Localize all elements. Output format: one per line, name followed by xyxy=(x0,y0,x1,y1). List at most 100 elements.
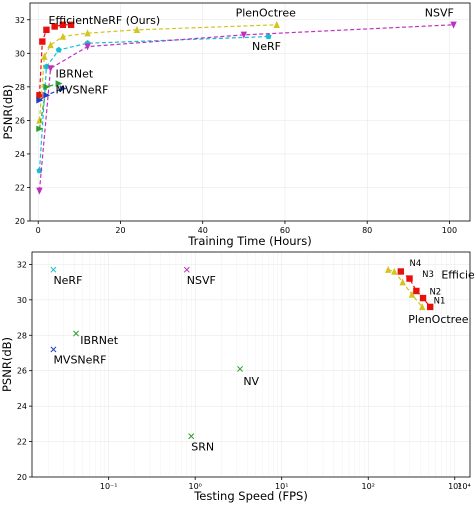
plenoctree-point xyxy=(399,278,406,286)
point-srn xyxy=(188,433,195,440)
label-ibrnet: IBRNet xyxy=(80,334,118,347)
label-plenoctree: PlenOctree xyxy=(408,313,468,326)
top-ticks: 20 22 24 26 28 30 32 0 20 40 60 80 100 xyxy=(15,16,457,235)
plenoctree-point xyxy=(273,21,280,28)
y-tick-label: 30 xyxy=(15,49,25,58)
plenoctree-point xyxy=(384,265,392,273)
label-n3: N3 xyxy=(422,270,434,280)
mvsnerf-point xyxy=(59,85,67,92)
top-series-mvsnerf xyxy=(36,85,67,104)
nsvf-point xyxy=(36,187,43,195)
y-tick-label: 26 xyxy=(17,367,27,376)
x-tick-label: 40 xyxy=(198,226,208,235)
x-tick-label: 20 xyxy=(115,226,125,235)
label-nsvf: NSVF xyxy=(187,274,216,287)
x-tick-label: 10³ xyxy=(448,482,461,491)
efficientnerf-ours-point xyxy=(36,92,43,99)
plenoctree-point xyxy=(391,267,398,275)
nerf-point xyxy=(43,63,50,70)
y-tick-label: 28 xyxy=(17,331,27,340)
efficientnerf-ours-point xyxy=(59,21,67,28)
y-tick-label: 24 xyxy=(15,150,25,159)
point-ibrnet xyxy=(73,330,80,337)
y-tick-label: 22 xyxy=(15,183,25,192)
plenoctree-point xyxy=(47,41,54,49)
label-plenoctree: PlenOctree xyxy=(236,6,296,19)
y-tick-label: 20 xyxy=(15,217,25,226)
y-tick-label: 32 xyxy=(17,260,27,269)
nsvf-point xyxy=(84,43,91,51)
x-tick-label: 10² xyxy=(362,482,375,491)
y-tick-label: 24 xyxy=(17,402,27,411)
plenoctree-point xyxy=(418,303,426,311)
ibrnet-point xyxy=(36,125,44,132)
x-tick-label: 10¹ xyxy=(275,482,288,491)
label-efficientnerf-ours: EfficientNeRF (Ours) xyxy=(441,269,474,282)
point-mvsnerf xyxy=(50,346,57,353)
mvsnerf-point xyxy=(36,97,44,104)
plenoctree-point xyxy=(84,29,91,37)
top-chart: 20 22 24 26 28 30 32 0 20 40 60 80 100 Training Time … xyxy=(1,2,471,248)
bottom-grid xyxy=(32,252,470,478)
point-nv xyxy=(237,365,244,372)
x-tick-label: 10⁴ xyxy=(457,482,470,491)
nerf-line xyxy=(38,35,269,171)
top-annotations: EfficientNeRF (Ours) PlenOctree NSVF NeRF IB… xyxy=(49,6,454,96)
plenoctree-point xyxy=(408,290,416,298)
efficientnerf-ours-point xyxy=(43,26,50,34)
efficientnerf-ours-point xyxy=(51,23,58,30)
top-series-efficientnerf-ours xyxy=(36,21,75,99)
x-tick-label: 10⁻¹ xyxy=(100,482,118,491)
ibrnet-point xyxy=(43,83,51,91)
y-tick-label: 28 xyxy=(15,83,25,92)
bottom-series-efficientnerf-ours xyxy=(397,268,434,311)
bottom-data xyxy=(50,265,434,440)
label-n2: N2 xyxy=(429,288,441,298)
label-mvsnerf: MVSNeRF xyxy=(53,354,106,367)
top-series-ibrnet xyxy=(36,80,63,132)
y-tick-label: 26 xyxy=(15,116,25,125)
bottom-y-axis-title: PSNR(dB) xyxy=(0,337,14,392)
top-plot-frame xyxy=(29,2,471,222)
x-tick-label: 60 xyxy=(280,226,290,235)
y-tick-label: 32 xyxy=(15,16,25,25)
point-nerf xyxy=(50,266,57,273)
efficientnerf-ours-point xyxy=(397,268,405,275)
x-tick-label: 80 xyxy=(362,226,372,235)
y-tick-label: 20 xyxy=(17,473,27,482)
label-nerf: NeRF xyxy=(53,274,82,287)
ibrnet-point xyxy=(55,80,63,87)
label-efficientnerf-ours: EfficientNeRF (Ours) xyxy=(49,14,161,27)
point-nsvf xyxy=(183,266,190,273)
nsvf-point xyxy=(240,31,248,39)
mvsnerf-point xyxy=(43,92,51,99)
label-ibrnet: IBRNet xyxy=(55,68,93,81)
efficientnerf-ours-point xyxy=(67,21,75,28)
x-tick-label: 100 xyxy=(442,226,457,235)
bottom-x-axis-title: Testing Speed (FPS) xyxy=(193,489,308,503)
plenoctree-point xyxy=(36,116,43,124)
top-x-axis-title: Training Time (Hours) xyxy=(187,234,312,248)
top-y-axis-title: PSNR(dB) xyxy=(1,85,15,140)
x-tick-label: 10⁰ xyxy=(188,482,201,491)
efficientnerf-ours-point xyxy=(413,287,420,295)
plenoctree-point xyxy=(59,32,67,40)
label-nsvf: NSVF xyxy=(425,6,454,19)
plenoctree-point xyxy=(133,26,141,34)
label-n1: N1 xyxy=(434,296,446,306)
x-tick-label: 0 xyxy=(36,226,41,235)
top-series-nsvf xyxy=(36,21,457,195)
bottom-plot-frame xyxy=(31,251,471,478)
top-grid xyxy=(30,3,470,222)
top-series-nerf xyxy=(36,33,272,174)
y-tick-label: 30 xyxy=(17,296,27,305)
nsvf-line xyxy=(38,24,454,191)
efficientnerf-ours-point xyxy=(406,275,413,282)
efficientnerf-ours-point xyxy=(39,38,46,45)
efficientnerf-ours-point xyxy=(419,294,427,302)
top-data xyxy=(36,21,457,195)
label-srn: SRN xyxy=(191,440,214,453)
